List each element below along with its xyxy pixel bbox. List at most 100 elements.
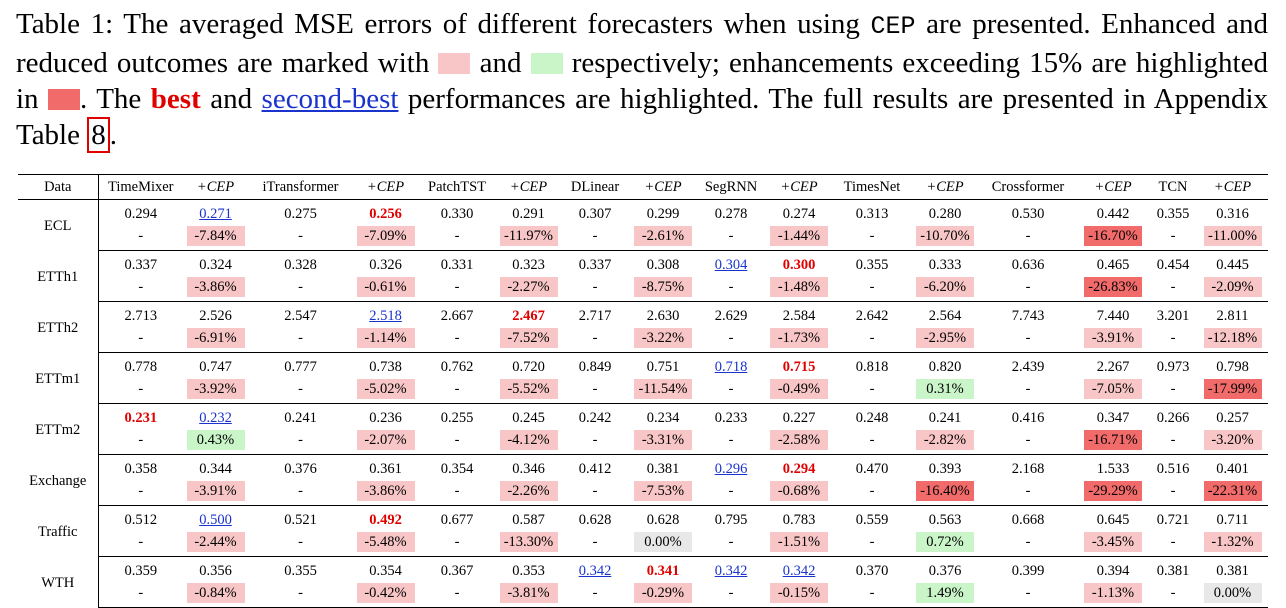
- mse-cell: 0.347: [1077, 404, 1149, 430]
- enhanced-chip: -0.61%: [356, 277, 415, 297]
- mse-cell: 2.168: [979, 455, 1077, 481]
- enhanced-chip: -1.32%: [1203, 532, 1262, 552]
- mse-value: 0.337: [124, 256, 158, 273]
- change-cell: -: [1149, 429, 1197, 455]
- table-row: - -6.91% - -1.14% - -7.52% - -3.22% - -1.73% - -2.9…: [18, 327, 1268, 353]
- no-change-dash: -: [1170, 431, 1176, 448]
- mse-value: 1.533: [1096, 460, 1130, 477]
- second-best-value: 0.296: [714, 460, 748, 477]
- big-enhancement-chip: -17.99%: [1203, 379, 1262, 399]
- mse-value: 0.227: [782, 409, 816, 426]
- change-cell: -: [979, 327, 1077, 353]
- results-table: Data TimeMixer +CEP iTransformer +CEP PatchTS…: [18, 174, 1268, 608]
- mse-cell: 0.778: [98, 353, 183, 379]
- mse-value: 0.720: [512, 358, 545, 375]
- no-change-dash: -: [728, 278, 734, 295]
- mse-cell: 0.356: [183, 557, 248, 583]
- best-value: 2.467: [512, 307, 545, 324]
- mse-cell: 2.584: [765, 302, 833, 328]
- enhanced-chip: -13.30%: [499, 532, 558, 552]
- mse-value: 2.168: [1011, 460, 1045, 477]
- column-header: +CEP: [1197, 174, 1268, 200]
- big-enhancement-chip: -29.29%: [1084, 481, 1142, 501]
- change-cell: -29.29%: [1077, 480, 1149, 506]
- enhanced-chip: -3.45%: [1084, 532, 1142, 552]
- no-change-dash: -: [592, 584, 598, 601]
- mse-cell: 0.711: [1197, 506, 1268, 532]
- mse-value: 2.630: [646, 307, 680, 324]
- mse-cell: 0.359: [98, 557, 183, 583]
- no-change-dash: -: [454, 482, 460, 499]
- change-cell: -: [1149, 225, 1197, 251]
- mse-value: 2.713: [124, 307, 158, 324]
- mse-cell: 0.294: [98, 200, 183, 226]
- no-change-dash: -: [869, 278, 875, 295]
- no-change-dash: -: [1170, 278, 1176, 295]
- enhanced-chip: -1.73%: [770, 328, 828, 348]
- big-enhancement-swatch: [48, 89, 81, 110]
- change-cell: -: [697, 429, 765, 455]
- change-cell: 0.43%: [183, 429, 248, 455]
- no-change-dash: -: [138, 329, 144, 346]
- mse-value: 0.442: [1096, 205, 1130, 222]
- change-cell: -: [98, 429, 183, 455]
- mse-cell: 0.370: [833, 557, 911, 583]
- second-best-value: 0.271: [199, 205, 232, 222]
- mse-value: 0.313: [855, 205, 889, 222]
- no-change-dash: -: [138, 431, 144, 448]
- column-header: Crossformer: [979, 174, 1077, 200]
- mse-cell: 0.353: [496, 557, 561, 583]
- enhanced-chip: -1.44%: [770, 226, 828, 246]
- no-change-dash: -: [454, 278, 460, 295]
- mse-cell: 0.304: [697, 251, 765, 277]
- mse-value: 0.337: [578, 256, 612, 273]
- change-cell: -: [98, 378, 183, 404]
- mse-cell: 0.241: [248, 404, 353, 430]
- mse-value: 0.257: [1216, 409, 1249, 426]
- mse-value: 0.628: [646, 511, 680, 528]
- mse-value: 3.201: [1156, 307, 1190, 324]
- no-change-dash: -: [728, 584, 734, 601]
- mse-value: 0.274: [782, 205, 816, 222]
- no-change-dash: -: [298, 533, 303, 550]
- mse-value: 0.563: [928, 511, 962, 528]
- mse-value: 0.353: [512, 562, 545, 579]
- table-row: Exchange 0.358 0.344 0.376 0.361 0.354 0.346 0.…: [18, 454, 1268, 506]
- enhanced-chip: -2.07%: [356, 430, 415, 450]
- change-cell: -: [833, 276, 911, 302]
- no-change-dash: -: [869, 482, 875, 499]
- enhanced-chip: -2.61%: [634, 226, 692, 246]
- mse-cell: 2.267: [1077, 353, 1149, 379]
- change-cell: -: [248, 327, 353, 353]
- mse-cell: 0.516: [1149, 455, 1197, 481]
- mse-cell: 0.266: [1149, 404, 1197, 430]
- table-row: - -3.86% - -0.61% - -2.27% - -8.75% - -1.48% - -6.2…: [18, 276, 1268, 302]
- mse-value: 0.278: [714, 205, 748, 222]
- mse-cell: 0.521: [248, 506, 353, 532]
- appendix-table-link[interactable]: 8: [87, 117, 110, 153]
- mse-cell: 0.563: [911, 506, 979, 532]
- mse-value: 0.711: [1216, 511, 1249, 528]
- mse-cell: 0.636: [979, 251, 1077, 277]
- mse-cell: 0.559: [833, 506, 911, 532]
- mse-cell: 0.280: [911, 200, 979, 226]
- mse-value: 0.381: [646, 460, 680, 477]
- mse-value: 0.470: [855, 460, 889, 477]
- mse-cell: 2.717: [561, 302, 629, 328]
- mse-cell: 0.234: [629, 404, 697, 430]
- mse-value: 0.677: [440, 511, 474, 528]
- big-enhancement-chip: -22.31%: [1203, 481, 1262, 501]
- best-value: 0.341: [646, 562, 680, 579]
- best-value: 0.231: [124, 409, 158, 426]
- mse-value: 0.445: [1216, 256, 1249, 273]
- change-cell: -: [833, 531, 911, 557]
- no-change-dash: -: [298, 482, 303, 499]
- mse-value: 0.328: [284, 256, 317, 273]
- mse-cell: 0.530: [979, 200, 1077, 226]
- change-cell: -0.68%: [765, 480, 833, 506]
- mse-value: 0.818: [855, 358, 889, 375]
- mse-cell: 0.399: [979, 557, 1077, 583]
- mse-cell: 0.299: [629, 200, 697, 226]
- mse-value: 2.717: [578, 307, 612, 324]
- change-cell: -13.30%: [496, 531, 561, 557]
